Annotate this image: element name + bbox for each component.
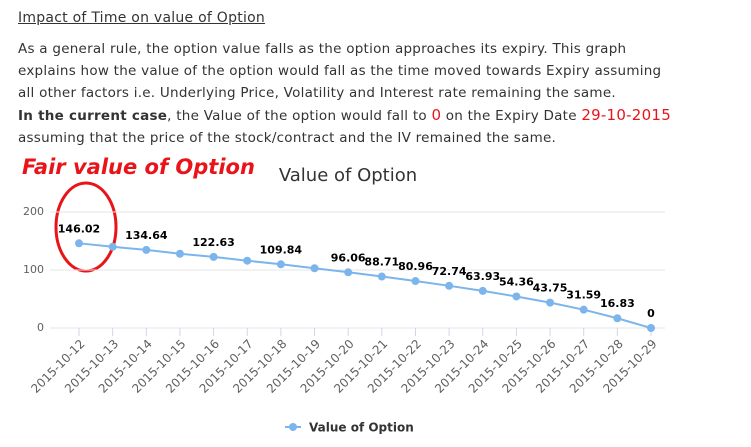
point	[142, 245, 151, 254]
paragraph-line: In the current case, the Value of the op…	[18, 104, 748, 127]
point	[108, 242, 117, 251]
bold-text: In the current case	[18, 108, 168, 124]
data-label: 146.02	[58, 222, 100, 235]
y-tick-label: 200	[23, 205, 44, 218]
point	[445, 281, 454, 290]
data-label: 31.59	[566, 289, 601, 302]
paragraph-line: all other factors i.e. Underlying Price,…	[18, 85, 616, 101]
point	[75, 239, 83, 248]
data-label: 122.63	[192, 236, 234, 249]
point	[276, 260, 285, 269]
data-label: 80.96	[398, 260, 433, 273]
paragraph-line: As a general rule, the option value fall…	[18, 41, 627, 57]
point	[243, 256, 252, 265]
point	[478, 286, 487, 295]
data-label: 16.83	[600, 297, 635, 310]
data-label: 96.06	[331, 251, 366, 264]
point	[613, 314, 622, 323]
line	[78, 242, 652, 329]
y-tick-label: 0	[37, 321, 44, 334]
point	[310, 264, 319, 273]
annotation: Fair value of Option	[22, 155, 255, 179]
point	[209, 252, 218, 261]
value: 0	[431, 106, 442, 124]
point	[579, 305, 588, 314]
legend-label: Value of Option	[309, 421, 414, 435]
heading: Impact of Time on value of Option	[18, 10, 266, 26]
point	[512, 292, 521, 301]
point	[344, 268, 353, 277]
chart-title: Value of Option	[279, 165, 417, 186]
point	[175, 249, 184, 258]
date: 29-10-2015	[581, 106, 671, 124]
data-label: 43.75	[533, 282, 568, 295]
y-tick-label: 100	[23, 263, 44, 276]
data-label: 0	[647, 307, 655, 320]
point	[647, 324, 655, 332]
data-label: 88.71	[364, 256, 399, 269]
point	[377, 272, 386, 281]
text: on the Expiry Date	[441, 108, 582, 124]
data-label: 109.84	[260, 243, 303, 256]
data-label: 134.64	[125, 229, 168, 242]
point	[411, 277, 420, 286]
paragraph-line: explains how the value of the option wou…	[18, 63, 662, 79]
data-label: 54.36	[499, 275, 534, 288]
legend-symbol	[289, 423, 297, 431]
paragraph-line: assuming that the price of the stock/con…	[18, 130, 557, 146]
data-label: 72.74	[432, 265, 467, 278]
text: , the Value of the option would fall to	[167, 108, 432, 124]
point	[546, 298, 555, 307]
highlight-ellipse	[54, 181, 118, 273]
description: Impact of Time on value of Option As a g…	[18, 10, 748, 149]
data-label: 63.93	[465, 270, 500, 283]
